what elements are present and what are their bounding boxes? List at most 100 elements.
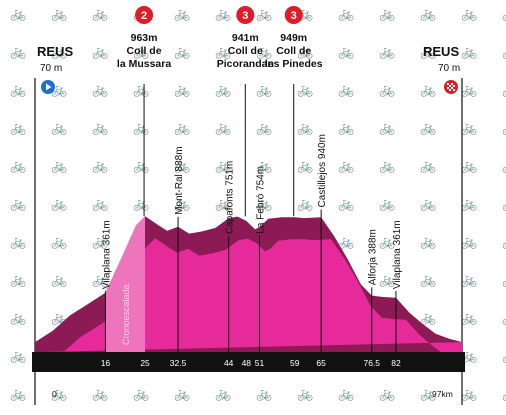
bicycle-icon: 🚲 [420, 386, 436, 401]
bicycle-icon: 🚲 [256, 82, 272, 97]
bicycle-icon: 🚲 [502, 82, 506, 97]
climb-name: Coll de [228, 45, 263, 57]
bicycle-icon: 🚲 [461, 44, 477, 59]
bicycle-icon: 🚲 [338, 196, 354, 211]
bicycle-icon: 🚲 [92, 6, 108, 21]
bicycle-icon: 🚲 [51, 234, 67, 249]
km-tick-label: 51 [255, 358, 265, 368]
bicycle-icon: 🚲 [174, 44, 190, 59]
bicycle-icon: 🚲 [461, 272, 477, 287]
bicycle-icon: 🚲 [133, 120, 149, 135]
km-tick-label: 16 [101, 358, 111, 368]
bicycle-icon: 🚲 [174, 386, 190, 401]
climb-category-badge [135, 6, 154, 24]
start-block: REUS 70 m [37, 44, 73, 94]
bicycle-icon: 🚲 [502, 348, 506, 363]
climb-category-number: 3 [242, 10, 248, 22]
waypoint-label: La Febró 754m [256, 166, 267, 234]
bicycle-icon: 🚲 [502, 310, 506, 325]
chequered-flag-icon [444, 80, 458, 94]
bicycle-icon: 🚲 [133, 196, 149, 211]
climb-category-number: 3 [291, 10, 297, 22]
finish-name: REUS [423, 44, 459, 59]
km-tick-label: 48 [242, 358, 252, 368]
bicycle-icon: 🚲 [420, 272, 436, 287]
bicycle-icon: 🚲 [10, 120, 26, 135]
bicycle-icon: 🚲 [461, 6, 477, 21]
bicycle-icon: 🚲 [51, 6, 67, 21]
bicycle-icon: 🚲 [379, 82, 395, 97]
bicycle-icon: 🚲 [51, 82, 67, 97]
bicycle-icon: 🚲 [92, 120, 108, 135]
bicycle-icon: 🚲 [256, 120, 272, 135]
bicycle-icon: 🚲 [10, 386, 26, 401]
bicycle-icon: 🚲 [10, 348, 26, 363]
bicycle-icon: 🚲 [92, 386, 108, 401]
bicycle-icon: 🚲 [420, 44, 436, 59]
bicycle-icon: 🚲 [420, 82, 436, 97]
bicycle-icon: 🚲 [133, 386, 149, 401]
climb-category-badge [236, 6, 255, 24]
climb-name: la Mussara [117, 58, 171, 70]
waypoint-label: Vilaplana 361m [392, 220, 403, 289]
bicycle-icon: 🚲 [133, 158, 149, 173]
climb-altitude: 941m [232, 32, 259, 44]
climb-category-number: 2 [141, 10, 147, 22]
bicycle-icon: 🚲 [420, 6, 436, 21]
bicycle-icon: 🚲 [256, 196, 272, 211]
bicycle-icon: 🚲 [10, 82, 26, 97]
waypoint-label: Mont-Ral 888m [174, 146, 185, 214]
bicycle-icon: 🚲 [256, 44, 272, 59]
bicycle-icon: 🚲 [461, 158, 477, 173]
bicycle-icon: 🚲 [338, 6, 354, 21]
bicycle-icon: 🚲 [502, 272, 506, 287]
start-name: REUS [37, 44, 73, 59]
bicycle-icon: 🚲 [92, 158, 108, 173]
bicycle-icon: 🚲 [297, 120, 313, 135]
time-trial-label: Cronoescalada. [121, 282, 131, 345]
bicycle-icon: 🚲 [297, 386, 313, 401]
bicycle-icon: 🚲 [338, 386, 354, 401]
bicycle-icon: 🚲 [420, 158, 436, 173]
bicycle-icon: 🚲 [133, 44, 149, 59]
bicycle-icon: 🚲 [51, 120, 67, 135]
bicycle-icon: 🚲 [10, 196, 26, 211]
bicycle-icon: 🚲 [338, 234, 354, 249]
bicycle-icon: 🚲 [502, 234, 506, 249]
km-tick-label: 76.5 [363, 358, 380, 368]
waypoint-label: Vilaplana 361m [101, 220, 112, 289]
bicycle-icon: 🚲 [256, 158, 272, 173]
bicycle-icon: 🚲 [379, 120, 395, 135]
bicycle-icon: 🚲 [10, 272, 26, 287]
bicycle-icon: 🚲 [133, 82, 149, 97]
bicycle-icon: 🚲 [10, 44, 26, 59]
bicycle-icon: 🚲 [215, 82, 231, 97]
km-tick-label: 32.5 [170, 358, 187, 368]
bicycle-icon: 🚲 [461, 196, 477, 211]
bicycle-icon: 🚲 [297, 158, 313, 173]
bicycle-icon: 🚲 [174, 6, 190, 21]
climb-altitude: 963m [131, 32, 158, 44]
bicycle-icon: 🚲 [379, 234, 395, 249]
bicycle-icon: 🚲 [379, 44, 395, 59]
bicycle-icon: 🚲 [502, 44, 506, 59]
bicycle-icon: 🚲 [297, 44, 313, 59]
bicycle-icon: 🚲 [338, 82, 354, 97]
bicycle-icon: 🚲 [51, 196, 67, 211]
bicycle-icon: 🚲 [10, 234, 26, 249]
finish-block: REUS 70 m [423, 44, 460, 94]
bicycle-icon: 🚲 [10, 158, 26, 173]
bicycle-icon: 🚲 [338, 120, 354, 135]
bicycle-icon: 🚲 [215, 196, 231, 211]
bicycle-icon: 🚲 [461, 386, 477, 401]
bicycle-icon: 🚲 [51, 386, 67, 401]
bicycle-icon: 🚲 [338, 44, 354, 59]
km-tick-label: 65 [316, 358, 326, 368]
bicycle-icon: 🚲 [215, 158, 231, 173]
profile-plot: Cronoescalada. 16 25 32.5 44 48 51 59 65 76.5 82 Vi… [32, 6, 465, 405]
bicycle-icon: 🚲 [420, 234, 436, 249]
bicycle-icon: 🚲 [10, 310, 26, 325]
